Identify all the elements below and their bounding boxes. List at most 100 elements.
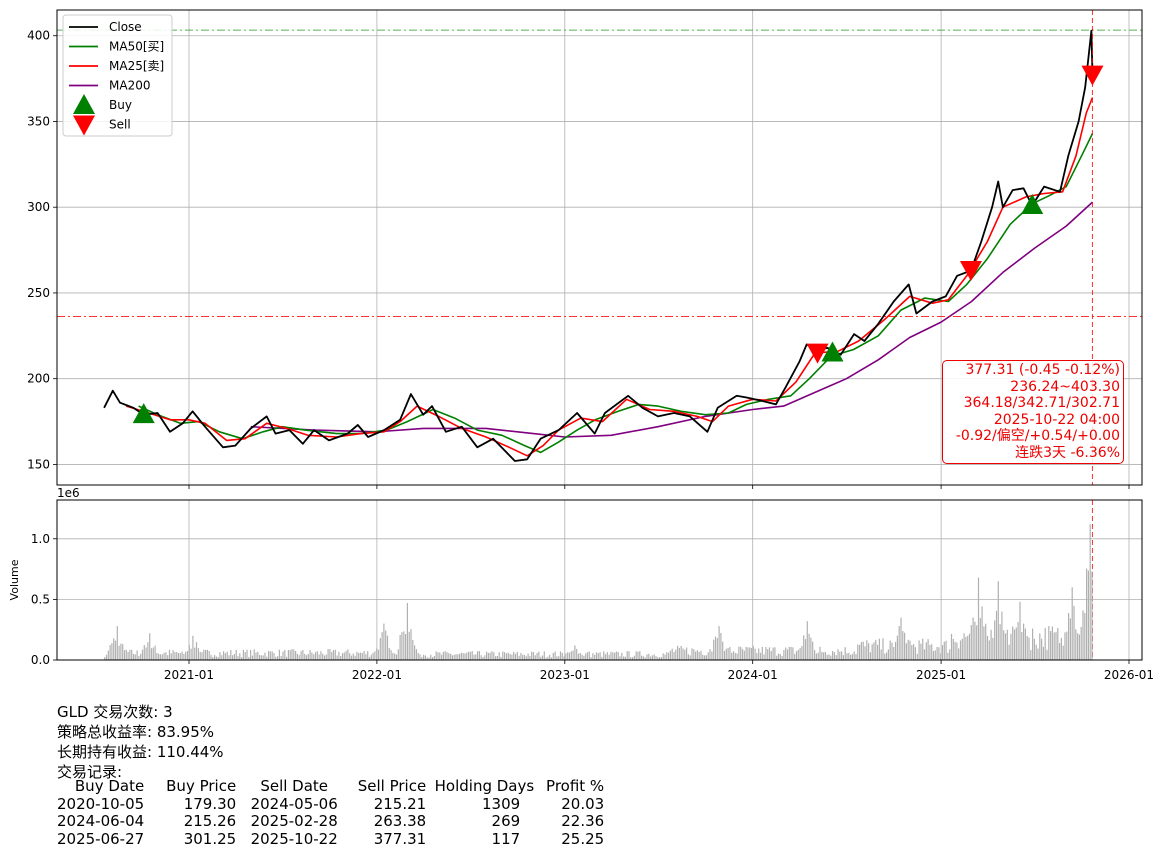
- volume-bar: [410, 629, 412, 660]
- xtick-label: 2023-01: [540, 668, 590, 682]
- price-ytick-label: 200: [27, 372, 50, 386]
- volume-bar: [376, 648, 378, 660]
- volume-bar: [444, 651, 446, 660]
- volume-bar: [651, 655, 653, 660]
- volume-bar: [577, 653, 580, 660]
- cell-sell-price: 377.31: [373, 829, 427, 848]
- volume-bar: [545, 657, 547, 660]
- volume-bar: [403, 631, 405, 660]
- xtick-label: 2021-01: [164, 668, 214, 682]
- volume-bar: [552, 653, 554, 660]
- volume-bar: [246, 649, 248, 660]
- volume-bar: [833, 652, 835, 660]
- volume-bar: [525, 656, 527, 660]
- volume-bar: [586, 652, 589, 660]
- volume-bar: [478, 651, 480, 660]
- volume-bar: [424, 655, 426, 660]
- volume-bar: [1082, 610, 1084, 660]
- volume-bar: [837, 649, 839, 660]
- volume-bar: [880, 649, 882, 660]
- volume-bar: [295, 651, 297, 660]
- volume-bar: [686, 647, 688, 660]
- volume-bar: [370, 654, 372, 660]
- volume-bar: [1048, 626, 1050, 660]
- volume-bar: [595, 652, 598, 660]
- volume-bar: [268, 650, 270, 660]
- volume-bar: [520, 653, 522, 660]
- volume-bar: [475, 654, 477, 660]
- volume-bar: [423, 654, 425, 660]
- sell-marker: [1081, 65, 1104, 86]
- volume-bar: [158, 653, 160, 660]
- volume-bar: [550, 657, 553, 660]
- volume-bar: [725, 648, 727, 660]
- volume-bar: [338, 651, 340, 660]
- volume-panel: 0.0 0.5 1.0 2021-01 2022-01 2023-01 2024-01 202…: [8, 486, 1154, 682]
- volume-bar: [637, 651, 639, 660]
- volume-bar: [594, 654, 596, 660]
- col-holding-days: Holding Days: [434, 777, 535, 795]
- volume-bar: [442, 651, 444, 660]
- volume-bar: [522, 654, 524, 660]
- volume-bar: [1050, 631, 1052, 660]
- volume-bar: [453, 654, 455, 660]
- volume-bar: [824, 651, 826, 660]
- volume-bar: [361, 653, 363, 660]
- legend-label: Close: [109, 20, 142, 34]
- volume-bar: [284, 649, 286, 660]
- volume-bar: [612, 652, 614, 660]
- volume-bar: [230, 650, 232, 660]
- volume-bar: [291, 649, 293, 660]
- volume-bar: [433, 656, 435, 660]
- volume-bar: [653, 654, 655, 660]
- volume-bar: [388, 647, 390, 660]
- volume-bar: [239, 653, 241, 660]
- volume-bar: [504, 652, 506, 660]
- volume-bar: [437, 652, 439, 660]
- volume-bar: [574, 645, 576, 660]
- volume-bar: [186, 651, 189, 660]
- volume-bar: [774, 647, 776, 660]
- volume-bar: [405, 634, 407, 660]
- cell-profit: 22.36: [561, 812, 605, 830]
- legend: Close MA50[买] MA25[卖] MA200 Buy Sell: [62, 14, 173, 137]
- volume-bar: [738, 646, 740, 660]
- volume-bar: [320, 651, 322, 660]
- volume-bar: [1004, 633, 1007, 660]
- legend-label: Sell: [109, 118, 131, 132]
- volume-bar: [325, 654, 327, 660]
- col-buy-date: Buy Date: [74, 777, 145, 795]
- volume-bar: [541, 655, 544, 660]
- volume-bar: [430, 654, 432, 660]
- volume-bar: [875, 639, 877, 660]
- volume-bar: [150, 648, 153, 660]
- volume-bar: [260, 655, 262, 660]
- cell-sell-date: 2025-10-22: [250, 829, 338, 848]
- volume-bar: [799, 648, 801, 660]
- volume-bar: [842, 655, 844, 660]
- table-row: 2024-06-04 215.26 2025-02-28 263.38 269 …: [57, 812, 605, 831]
- volume-bar: [161, 654, 163, 660]
- price-frame: [56, 9, 1143, 486]
- volume-bar: [1035, 644, 1037, 660]
- volume-bar: [877, 644, 879, 660]
- volume-bar: [853, 651, 855, 660]
- volume-bar: [914, 647, 916, 660]
- volume-bar: [177, 653, 180, 660]
- volume-bar: [741, 648, 744, 660]
- volume-bar: [221, 655, 223, 660]
- volume-bar: [1013, 629, 1016, 660]
- volume-bar: [523, 654, 526, 660]
- volume-bar: [532, 652, 535, 660]
- cell-profit: 25.25: [561, 829, 605, 848]
- volume-bar: [570, 651, 572, 660]
- volume-bar: [104, 657, 106, 660]
- volume-bar: [828, 654, 830, 660]
- cell-buy-price: 301.25: [183, 829, 237, 848]
- volume-bar: [543, 651, 545, 660]
- volume-bar: [350, 655, 353, 660]
- volume-bar: [459, 653, 461, 660]
- volume-bar: [752, 645, 754, 660]
- volume-bar: [275, 656, 277, 660]
- volume-bar: [208, 651, 210, 660]
